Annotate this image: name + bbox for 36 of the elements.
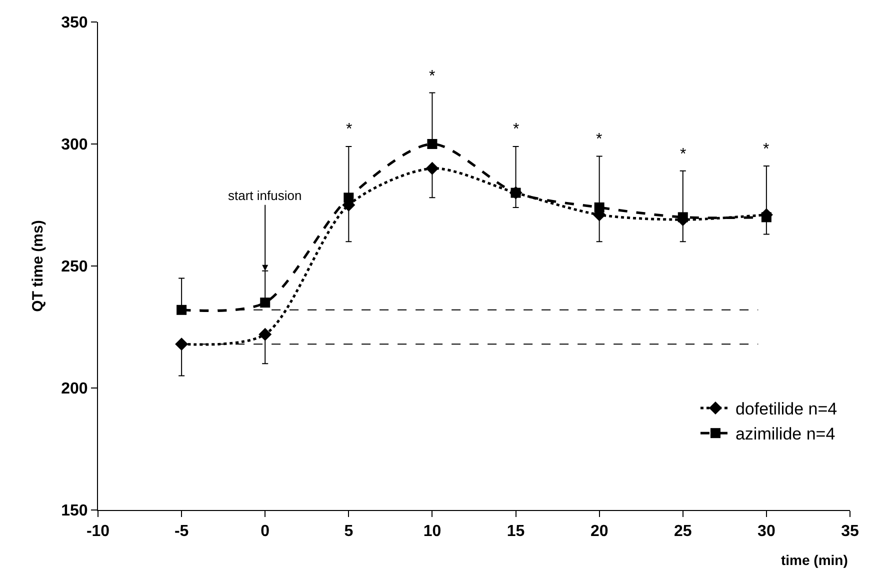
point [594, 202, 604, 212]
x-tick-label: 5 [344, 523, 354, 540]
x-tick-label: -10 [86, 523, 110, 540]
legend-label: dofetilide n=4 [735, 400, 838, 419]
x-tick-label: 25 [674, 523, 692, 540]
legend-label: azimilide n=4 [735, 424, 836, 444]
annotation: * [513, 121, 520, 138]
x-tick-label: 0 [260, 523, 270, 540]
x-axis-title: time (min) [781, 552, 848, 568]
x-tick-label: -5 [174, 523, 189, 540]
annotation: * [346, 121, 352, 138]
annotation: * [763, 141, 770, 158]
x-tick-label: 35 [841, 523, 859, 540]
annotation: start infusion [228, 188, 302, 203]
y-tick-label: 200 [61, 380, 88, 398]
x-tick-label: 15 [506, 523, 525, 540]
point [427, 139, 438, 149]
point [175, 338, 188, 351]
point [344, 192, 354, 203]
y-tick-label: 150 [61, 502, 88, 520]
x-tick-label: 10 [423, 523, 442, 540]
y-tick-label: 350 [61, 14, 88, 32]
annotation: * [680, 146, 686, 163]
point [258, 328, 272, 341]
point [761, 212, 772, 222]
x-tick-label: 20 [590, 523, 608, 540]
y-tick-label: 250 [61, 258, 88, 276]
x-tick-label: 30 [758, 523, 776, 540]
y-axis-title: QT time (ms) [29, 220, 46, 312]
point [678, 212, 688, 222]
point [426, 162, 439, 175]
point [176, 304, 187, 315]
point [260, 298, 270, 308]
y-tick-label: 300 [61, 136, 88, 154]
annotation: * [429, 68, 436, 85]
annotation: * [596, 131, 602, 148]
